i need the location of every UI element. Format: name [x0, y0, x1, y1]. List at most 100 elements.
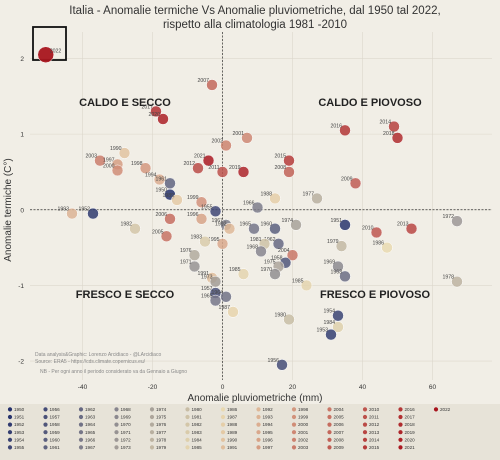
legend-swatch	[43, 437, 48, 442]
legend-swatch	[78, 407, 84, 412]
legend-swatch	[7, 422, 13, 427]
legend-swatch	[114, 430, 119, 435]
legend-swatch	[398, 430, 403, 435]
data-point	[216, 238, 229, 250]
data-point-label: 2021	[194, 154, 206, 160]
data-point-label: 2010	[362, 225, 374, 231]
chart-title: Italia - Anomalie termiche Vs Anomalie p…	[69, 5, 440, 17]
legend-swatch	[43, 422, 48, 427]
legend-label: 2000	[298, 422, 309, 427]
legend-swatch	[291, 422, 297, 427]
data-point-label: 1977	[302, 191, 314, 197]
data-point	[139, 162, 152, 174]
data-point-label: 1987	[218, 305, 230, 311]
data-point-label: 1985	[229, 267, 241, 273]
legend-label: 1956	[50, 407, 61, 412]
data-point-label: 1953	[316, 328, 328, 334]
data-point-label: 1968	[246, 244, 258, 250]
legend-label: 1991	[227, 445, 238, 450]
data-point	[37, 46, 54, 63]
legend-swatch	[398, 407, 403, 412]
data-point-label: 1969	[323, 260, 335, 266]
data-point	[202, 154, 215, 167]
data-point	[332, 260, 344, 273]
data-point	[188, 260, 201, 273]
y-axis-label: Anomalie termiche (C°)	[3, 158, 14, 261]
legend-label: 1966	[85, 437, 96, 442]
data-point	[237, 166, 250, 178]
legend-label: 1995	[263, 430, 274, 435]
legend-label: 1957	[50, 415, 61, 420]
data-point-label: 1960	[260, 222, 272, 228]
data-point	[451, 215, 463, 227]
legend-swatch	[433, 407, 439, 412]
data-point	[195, 213, 208, 225]
credit-note: NB - Per ogni anno il periodo considerat…	[40, 369, 187, 375]
data-point-label: 1995	[208, 237, 220, 243]
data-point	[188, 249, 201, 261]
data-point	[405, 222, 418, 235]
legend-swatch	[43, 407, 48, 412]
data-point-label: 1985	[292, 278, 304, 284]
legend-label: 2022	[440, 407, 451, 412]
data-point-label: 1972	[442, 214, 454, 220]
legend-swatch	[43, 445, 48, 450]
data-point	[164, 213, 176, 225]
data-point-label: 2007	[197, 78, 209, 84]
legend-label: 1984	[192, 437, 203, 442]
data-point	[286, 249, 299, 261]
data-point-label: 2015	[274, 154, 286, 160]
legend-label: 2010	[369, 407, 380, 412]
legend-label: 1970	[121, 422, 132, 427]
data-point-label: 1965	[201, 294, 213, 300]
legend-swatch	[185, 437, 190, 442]
legend-label: 2017	[405, 415, 416, 420]
data-point	[150, 105, 162, 118]
legend-label: 2021	[405, 445, 416, 450]
legend-label: 2004	[334, 407, 345, 412]
data-point	[153, 173, 166, 186]
data-point	[349, 177, 362, 190]
legend-swatch	[114, 445, 119, 450]
legend-panel	[0, 404, 500, 460]
data-point	[87, 207, 99, 220]
data-point-label: 2011	[208, 165, 219, 171]
data-point	[290, 219, 302, 231]
legend-swatch	[149, 437, 155, 442]
legend-label: 1980	[192, 407, 203, 412]
legend-label: 2009	[334, 445, 345, 450]
quadrant-label-hot-dry: CALDO E SECCO	[79, 97, 171, 109]
data-point-label: 2022	[50, 49, 62, 55]
data-points: 2022 2007 2017 2020 2016 2014 2018 2001 2002 2003…	[37, 46, 463, 371]
legend-swatch	[220, 414, 226, 420]
data-point-label: 1954	[323, 309, 335, 315]
data-point-label: 1966	[243, 201, 255, 207]
legend-label: 2003	[298, 445, 309, 450]
data-point	[269, 192, 281, 205]
legend-label: 2012	[369, 422, 380, 427]
legend-label: 1964	[85, 422, 96, 427]
data-point-label: 1984	[323, 320, 335, 326]
data-point-label: 2017	[141, 104, 153, 110]
data-point	[300, 279, 313, 292]
legend-label: 1962	[85, 407, 96, 412]
data-point	[220, 139, 232, 152]
data-point-label: 1976	[180, 248, 192, 254]
credit-line-1: Data analysis&Graphic: Lorenzo Arcidiaco…	[35, 352, 161, 358]
data-point	[388, 120, 400, 133]
data-point	[332, 321, 344, 333]
data-point	[94, 154, 106, 167]
data-point	[248, 222, 260, 235]
data-point	[227, 306, 239, 318]
legend-label: 1977	[156, 430, 167, 435]
data-point-label: 1988	[260, 191, 272, 197]
legend-swatch	[78, 430, 84, 435]
data-point	[283, 154, 295, 167]
data-point	[118, 147, 131, 159]
data-point-label: 1963	[330, 269, 342, 275]
data-point	[129, 222, 141, 235]
legend-label: 2005	[334, 415, 345, 420]
data-point	[192, 162, 204, 174]
legend-label: 1961	[50, 445, 61, 450]
x-tick-label: 60	[429, 384, 437, 391]
